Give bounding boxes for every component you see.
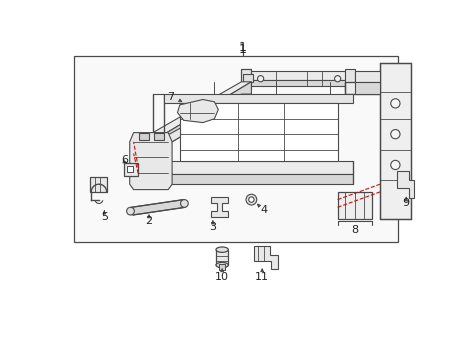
Polygon shape bbox=[131, 200, 185, 215]
Polygon shape bbox=[164, 94, 353, 103]
Polygon shape bbox=[245, 80, 353, 86]
Circle shape bbox=[391, 129, 400, 139]
Text: 5: 5 bbox=[101, 212, 108, 222]
Polygon shape bbox=[139, 133, 149, 140]
Polygon shape bbox=[153, 161, 353, 174]
Bar bbox=[74, 56, 398, 242]
Bar bbox=[127, 166, 133, 172]
Text: 10: 10 bbox=[215, 272, 229, 282]
Text: 2: 2 bbox=[146, 216, 153, 226]
Bar bbox=[90, 176, 107, 192]
Circle shape bbox=[246, 194, 257, 205]
Polygon shape bbox=[164, 82, 251, 147]
Circle shape bbox=[249, 197, 254, 202]
Polygon shape bbox=[380, 63, 411, 219]
Circle shape bbox=[391, 160, 400, 169]
Text: 4: 4 bbox=[261, 205, 268, 215]
Polygon shape bbox=[153, 94, 251, 147]
Ellipse shape bbox=[216, 262, 228, 268]
Polygon shape bbox=[243, 74, 253, 82]
Text: 7: 7 bbox=[167, 92, 174, 102]
Ellipse shape bbox=[216, 247, 228, 252]
Circle shape bbox=[391, 99, 400, 108]
Polygon shape bbox=[241, 69, 251, 89]
Polygon shape bbox=[180, 103, 337, 161]
Polygon shape bbox=[155, 133, 164, 140]
Circle shape bbox=[181, 200, 188, 207]
Text: 1: 1 bbox=[239, 43, 247, 56]
Text: 3: 3 bbox=[210, 222, 217, 231]
Text: 8: 8 bbox=[351, 225, 358, 235]
Polygon shape bbox=[177, 100, 219, 122]
Bar bbox=[337, 192, 372, 219]
Text: 11: 11 bbox=[255, 272, 269, 282]
Circle shape bbox=[127, 207, 134, 215]
Circle shape bbox=[257, 76, 264, 82]
Polygon shape bbox=[210, 197, 228, 216]
Text: 6: 6 bbox=[121, 155, 128, 165]
Polygon shape bbox=[346, 82, 395, 94]
Text: 9: 9 bbox=[402, 198, 410, 208]
Polygon shape bbox=[153, 82, 251, 134]
Circle shape bbox=[335, 76, 341, 82]
Bar bbox=[216, 250, 228, 265]
Polygon shape bbox=[255, 246, 278, 269]
Polygon shape bbox=[245, 71, 353, 80]
Polygon shape bbox=[397, 171, 414, 198]
Text: 1: 1 bbox=[239, 41, 247, 54]
Polygon shape bbox=[356, 82, 380, 94]
Polygon shape bbox=[130, 133, 172, 190]
Polygon shape bbox=[356, 71, 380, 82]
Bar bbox=[219, 263, 225, 270]
Polygon shape bbox=[346, 69, 356, 89]
Bar bbox=[124, 164, 138, 176]
Polygon shape bbox=[153, 174, 353, 184]
